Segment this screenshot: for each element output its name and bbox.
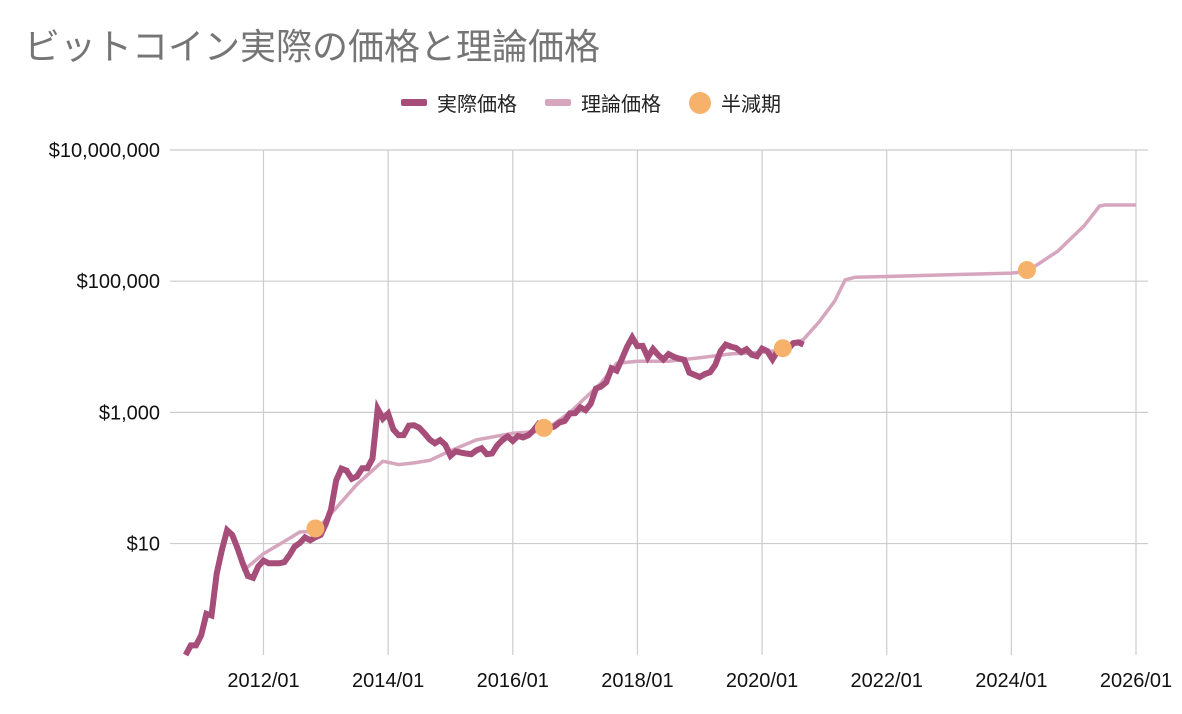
- x-tick-label: 2018/01: [601, 670, 673, 692]
- legend-item-halving[interactable]: 半減期: [689, 88, 781, 117]
- y-tick-label: $1,000: [99, 402, 160, 424]
- y-tick-label: $10,000,000: [49, 140, 160, 162]
- x-tick-label: 2022/01: [851, 670, 923, 692]
- y-tick-label: $10: [127, 534, 160, 556]
- legend-swatch-actual: [401, 99, 427, 106]
- x-tick-label: 2024/01: [975, 670, 1047, 692]
- legend-label-theory: 理論価格: [581, 92, 661, 116]
- legend-item-theory[interactable]: 理論価格: [545, 88, 661, 117]
- y-tick-label: $100,000: [77, 271, 160, 293]
- halving-point: [534, 418, 553, 437]
- x-tick-label: 2014/01: [352, 670, 424, 692]
- legend-swatch-halving: [689, 91, 711, 114]
- legend-swatch-theory: [545, 99, 571, 106]
- chart-title: ビットコイン実際の価格と理論価格: [24, 27, 601, 68]
- legend-item-actual[interactable]: 実際価格: [401, 88, 517, 117]
- halving-point: [773, 339, 792, 358]
- legend-label-halving: 半減期: [721, 92, 781, 116]
- series-line-theory: [241, 203, 1136, 573]
- x-tick-label: 2026/01: [1100, 670, 1172, 692]
- halving-point: [1017, 261, 1036, 280]
- x-tick-label: 2012/01: [227, 670, 299, 692]
- series-line-actual: [182, 331, 805, 657]
- grid-layer: [170, 149, 1148, 655]
- legend-label-actual: 実際価格: [437, 92, 517, 116]
- chart-legend: 実際価格 理論価格 半減期: [0, 88, 1182, 117]
- series-layer: [182, 203, 1136, 657]
- halving-point: [306, 519, 325, 538]
- x-tick-label: 2020/01: [726, 670, 798, 692]
- x-tick-label: 2016/01: [477, 670, 549, 692]
- label-layer: $10 $1,000 $100,000 $10,000,000 2012/01 2014/…: [49, 140, 1172, 692]
